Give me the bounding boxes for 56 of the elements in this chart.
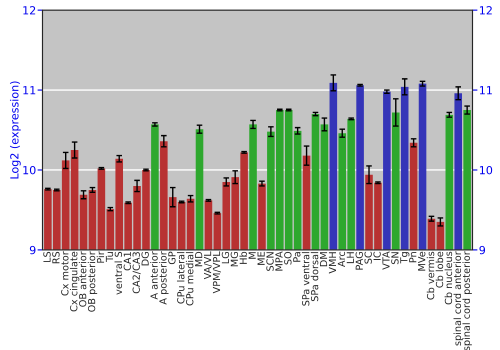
x-tick-label: Tu	[106, 252, 114, 262]
x-tick-label: CA1	[124, 252, 131, 270]
x-tick-label: Cb vermis	[426, 252, 434, 300]
x-tick-label: Cx cingulate	[70, 252, 80, 312]
x-tick-label: Hb	[239, 252, 247, 264]
x-tick-label: Cx motor	[61, 251, 69, 296]
x-tick-label: Pa	[293, 252, 300, 262]
x-tick-label: MD	[195, 252, 202, 266]
x-tick-label: SN	[391, 252, 399, 264]
y-tick-label: 9	[30, 246, 36, 254]
y-tick-label: 10	[23, 166, 36, 174]
x-tick-label: SPa dorsal	[310, 252, 318, 302]
x-tick-label: VMH	[328, 252, 336, 274]
x-tick-label: A posterior	[159, 251, 169, 305]
y2-tick-label: 9	[479, 246, 486, 254]
x-tick-label: PAG	[356, 252, 363, 270]
x-tick-label: OB posterior	[88, 251, 98, 312]
y2-tick-label: 11	[480, 86, 492, 94]
y-axis-title: Log2 (expression)	[10, 81, 21, 178]
x-tick-label: ventral S	[114, 252, 122, 295]
x-tick-label: A anterior	[150, 251, 158, 300]
x-tick-label: RS	[52, 252, 60, 264]
x-tick-label: CA2/CA3	[132, 252, 141, 294]
x-tick-label: VA/VL	[204, 251, 212, 280]
x-tick-label: MPA	[275, 251, 282, 271]
x-tick-label: Arc	[338, 252, 346, 267]
x-tick-label: VPM/VPL	[212, 251, 221, 294]
x-tick-label: SPa ventral	[302, 252, 310, 306]
y2-tick-label: 12	[480, 6, 492, 14]
x-tick-label: CPu medial	[186, 252, 194, 306]
x-tick-label: LH	[346, 252, 354, 264]
x-tick-label: Pir	[96, 251, 104, 263]
x-tick-label: Cb lobe	[436, 252, 444, 288]
y-tick-label: 12	[23, 6, 36, 14]
x-tick-label: Cb nucleus	[444, 252, 452, 304]
x-tick-label: VTA	[382, 251, 390, 270]
x-tick-label: OB anterior	[78, 251, 86, 307]
x-tick-label: DM	[320, 252, 328, 266]
x-tick-label: Pn	[409, 252, 416, 262]
x-tick-label: SCN	[266, 252, 274, 271]
x-tick-label: M	[248, 252, 256, 259]
x-tick-label: Tg	[400, 252, 410, 264]
x-tick-label: SO	[284, 252, 292, 264]
x-tick-label: IC	[373, 252, 381, 260]
x-tick-label: ME	[258, 252, 265, 265]
x-tick-label: MG	[230, 252, 238, 266]
x-tick-label: SC	[364, 252, 372, 264]
x-tick-label: DG	[141, 252, 149, 266]
x-tick-label: spinal cord anterior	[454, 251, 463, 346]
x-tick-label: GP	[168, 252, 176, 264]
x-tick-label: CPu lateral	[176, 252, 184, 304]
y2-tick-label: 10	[480, 166, 492, 174]
x-tick-label: LS	[43, 252, 51, 262]
y-tick-label: 11	[23, 86, 36, 94]
x-tick-label: MVe	[418, 252, 426, 271]
x-tick-label: LG	[222, 252, 230, 264]
